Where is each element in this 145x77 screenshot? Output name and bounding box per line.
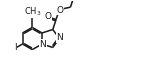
- Text: O: O: [56, 6, 63, 15]
- Text: N: N: [56, 33, 63, 42]
- Text: CH$_3$: CH$_3$: [23, 5, 41, 17]
- Text: N: N: [39, 40, 46, 49]
- Text: O: O: [44, 12, 51, 21]
- Text: I: I: [14, 43, 17, 52]
